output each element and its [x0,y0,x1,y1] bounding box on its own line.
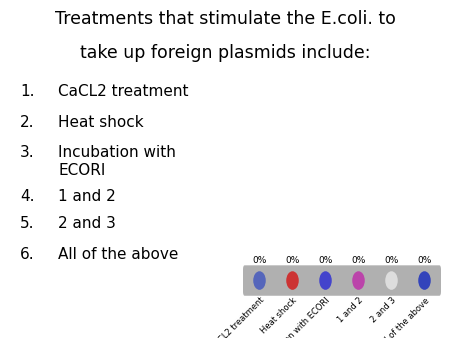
Text: 0%: 0% [252,256,267,265]
Text: Heat shock: Heat shock [259,296,299,335]
Text: Heat shock: Heat shock [58,115,144,130]
Text: 2 and 3: 2 and 3 [58,216,117,231]
Text: 4.: 4. [20,189,35,204]
Text: All of the above: All of the above [58,247,179,262]
Text: 0%: 0% [285,256,300,265]
Text: 1 and 2: 1 and 2 [336,296,365,324]
Text: take up foreign plasmids include:: take up foreign plasmids include: [80,44,370,62]
Ellipse shape [253,271,266,290]
Text: 1 and 2: 1 and 2 [58,189,116,204]
Text: 0%: 0% [384,256,399,265]
Text: 1.: 1. [20,84,35,99]
Ellipse shape [418,271,431,290]
Text: Treatments that stimulate the E.coli. to: Treatments that stimulate the E.coli. to [54,10,396,28]
Text: CaCL2 treatment: CaCL2 treatment [58,84,189,99]
Text: 2 and 3: 2 and 3 [369,296,398,324]
Text: CaCL2 treatment: CaCL2 treatment [209,296,266,338]
Ellipse shape [352,271,365,290]
Text: 6.: 6. [20,247,35,262]
FancyBboxPatch shape [243,265,441,296]
Text: All of the above: All of the above [378,296,431,338]
Text: 0%: 0% [351,256,366,265]
Text: Incubation with ECORI: Incubation with ECORI [259,296,332,338]
Text: 5.: 5. [20,216,35,231]
Ellipse shape [286,271,299,290]
Text: Incubation with
ECORI: Incubation with ECORI [58,145,176,178]
Ellipse shape [319,271,332,290]
Ellipse shape [385,271,398,290]
Text: 0%: 0% [318,256,333,265]
Text: 3.: 3. [20,145,35,160]
Text: 0%: 0% [417,256,432,265]
Text: 2.: 2. [20,115,35,130]
